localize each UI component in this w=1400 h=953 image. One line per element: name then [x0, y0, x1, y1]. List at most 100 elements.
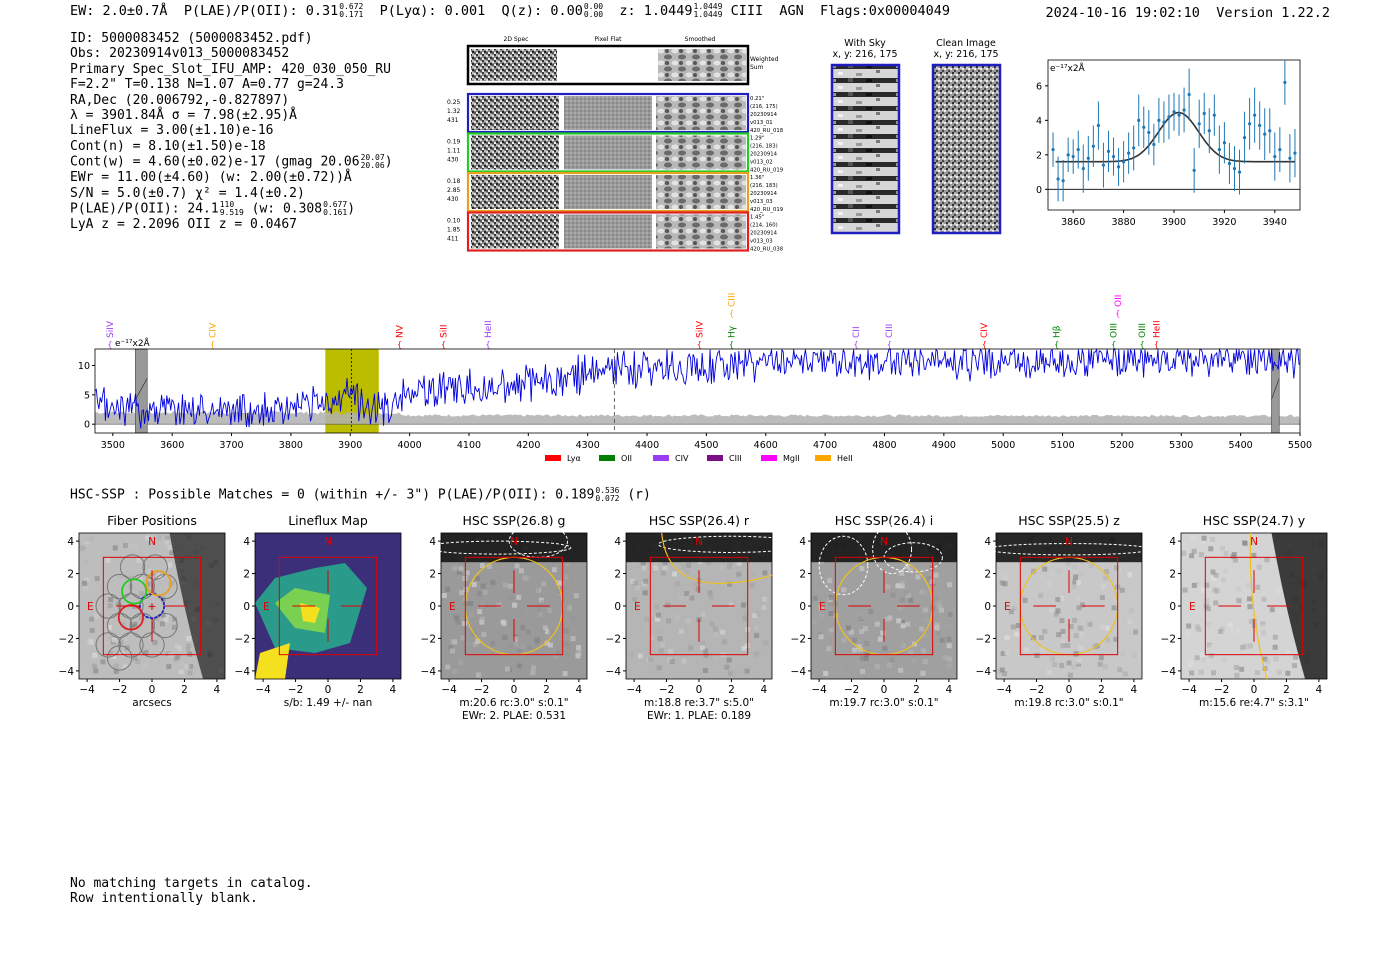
line-marker-bracket: { [887, 340, 892, 349]
hsc-pixel [744, 668, 750, 674]
hsc-pixel [886, 662, 892, 668]
hsc-pixel [1104, 625, 1110, 631]
zoom-data-point [1288, 156, 1292, 160]
spectrum-x-tick-label: 4500 [694, 440, 718, 451]
zoom-data-point [1111, 154, 1116, 159]
hsc-pixel [154, 616, 160, 622]
line-marker-label: CIV [209, 322, 219, 338]
hsc-pixel [632, 596, 638, 602]
hsc-x-tick-label: −2 [474, 684, 489, 696]
north-label: N [695, 536, 703, 548]
hsc-pixel [172, 616, 178, 622]
hsc-pixel [938, 607, 944, 613]
zoom-data-point [1091, 144, 1095, 148]
hsc-pixel [900, 623, 906, 629]
hsc-pixel [1272, 634, 1278, 640]
hsc-pixel [175, 654, 181, 660]
hsc-pixel [1119, 587, 1125, 593]
hsc-pixel [1269, 607, 1275, 613]
cutout-right-label: 20230914 [750, 112, 778, 118]
legend-swatch [545, 455, 561, 461]
hsc-pixel [1075, 594, 1081, 600]
hsc-x-tick-label: −4 [255, 684, 271, 696]
hsc-pixel [171, 624, 177, 630]
line-marker-label: NV [396, 324, 406, 338]
hsc-pixel [1221, 577, 1227, 583]
hsc-pixel [479, 563, 485, 569]
hsc-pixel [1223, 551, 1229, 557]
hsc-pixel [1071, 664, 1077, 670]
cutout-right-label: 420_RU_019 [750, 168, 783, 174]
hsc-pixel [531, 665, 537, 671]
hsc-pixel [843, 666, 849, 672]
hsc-pixel [1133, 629, 1139, 635]
zoom-data-point [1142, 125, 1146, 129]
zoom-data-point [1253, 113, 1257, 117]
hsc-y-tick-label: 2 [243, 569, 250, 581]
hsc-panel-title: HSC SSP(24.7) y [1203, 513, 1306, 528]
hsc-pixel [525, 629, 531, 635]
hsc-pixel [164, 539, 170, 545]
hsc-y-tick-label: −4 [1161, 666, 1177, 678]
hsc-y-tick-label: −2 [235, 633, 250, 645]
hsc-pixel [1186, 623, 1192, 629]
search-box [1204, 556, 1304, 656]
hsc-pixel [1210, 569, 1216, 575]
cutout-right-label: v013_01 [750, 120, 773, 126]
line-marker-bracket: { [397, 340, 402, 349]
spectrum-y-tick-label: 0 [84, 420, 90, 431]
spectrum-x-tick-label: 4600 [754, 440, 778, 451]
hsc-pixel [1236, 598, 1242, 604]
hsc-pixel [79, 545, 85, 551]
hsc-panel-title: Lineflux Map [288, 513, 368, 528]
cutout-right-label: 1.45" [750, 215, 764, 221]
hsc-y-tick-label: 4 [67, 536, 74, 548]
hsc-pixel [477, 609, 483, 615]
zoom-data-point [1137, 118, 1141, 122]
legend-entry: HeII [837, 454, 853, 463]
cutout-left-label: 430 [447, 157, 459, 164]
hsc-pixel [869, 638, 875, 644]
hsc-pixel [516, 594, 522, 600]
hsc-pixel [1198, 669, 1204, 675]
legend-entry: Lyα [567, 454, 581, 463]
hsc-x-tick-label: 2 [357, 684, 364, 696]
cutout-right-label: 420_RU_018 [750, 128, 784, 134]
hsc-pixel [632, 580, 638, 586]
hsc-pixel [656, 628, 662, 634]
zoom-data-point [1122, 160, 1126, 164]
hsc-pixel [1204, 598, 1210, 604]
hsc-pixel [629, 652, 635, 658]
hsc-pixel [120, 622, 126, 628]
hsc-pixel [481, 669, 487, 675]
hsc-pixel [160, 612, 166, 618]
plae-lo: 0.171 [339, 10, 364, 19]
hsc-pixel [89, 627, 95, 633]
cutout-left-label: 1.32 [447, 108, 461, 115]
line-marker-label: CIII [727, 293, 737, 307]
clean-coords: x, y: 216, 175 [933, 49, 998, 60]
hsc-pixel [1238, 657, 1244, 663]
hsc-pixel [1227, 622, 1233, 628]
hsc-pixel [667, 657, 673, 663]
hsc-caption: m:15.6 re:4.7" s:3.1" [1199, 697, 1309, 709]
version-label: Version 1.22.2 [1216, 5, 1330, 21]
hsc-pixel [694, 581, 700, 587]
fiber-fourth [117, 604, 144, 631]
hsc-pixel [1024, 647, 1030, 653]
cutout-pixel-flat [564, 214, 652, 249]
hsc-x-tick-label: 2 [181, 684, 188, 696]
hsc-pixel [907, 567, 913, 573]
ew-value: EW: 2.0±0.7Å [70, 3, 168, 19]
hsc-pixel [828, 594, 834, 600]
cutout-right-label: (216, 175) [750, 104, 778, 110]
hsc-pixel [1236, 586, 1242, 592]
zoom-x-tick-label: 3900 [1162, 217, 1186, 228]
cutout-right-label: v013_03 [750, 239, 773, 245]
hsc-pixel [828, 627, 834, 633]
zoom-data-point [1096, 123, 1100, 128]
cutout-left-label: 0.18 [447, 178, 461, 185]
hsc-pixel [1055, 597, 1061, 603]
cutout-pixel-flat [564, 135, 652, 170]
aperture-arc [1249, 532, 1268, 680]
